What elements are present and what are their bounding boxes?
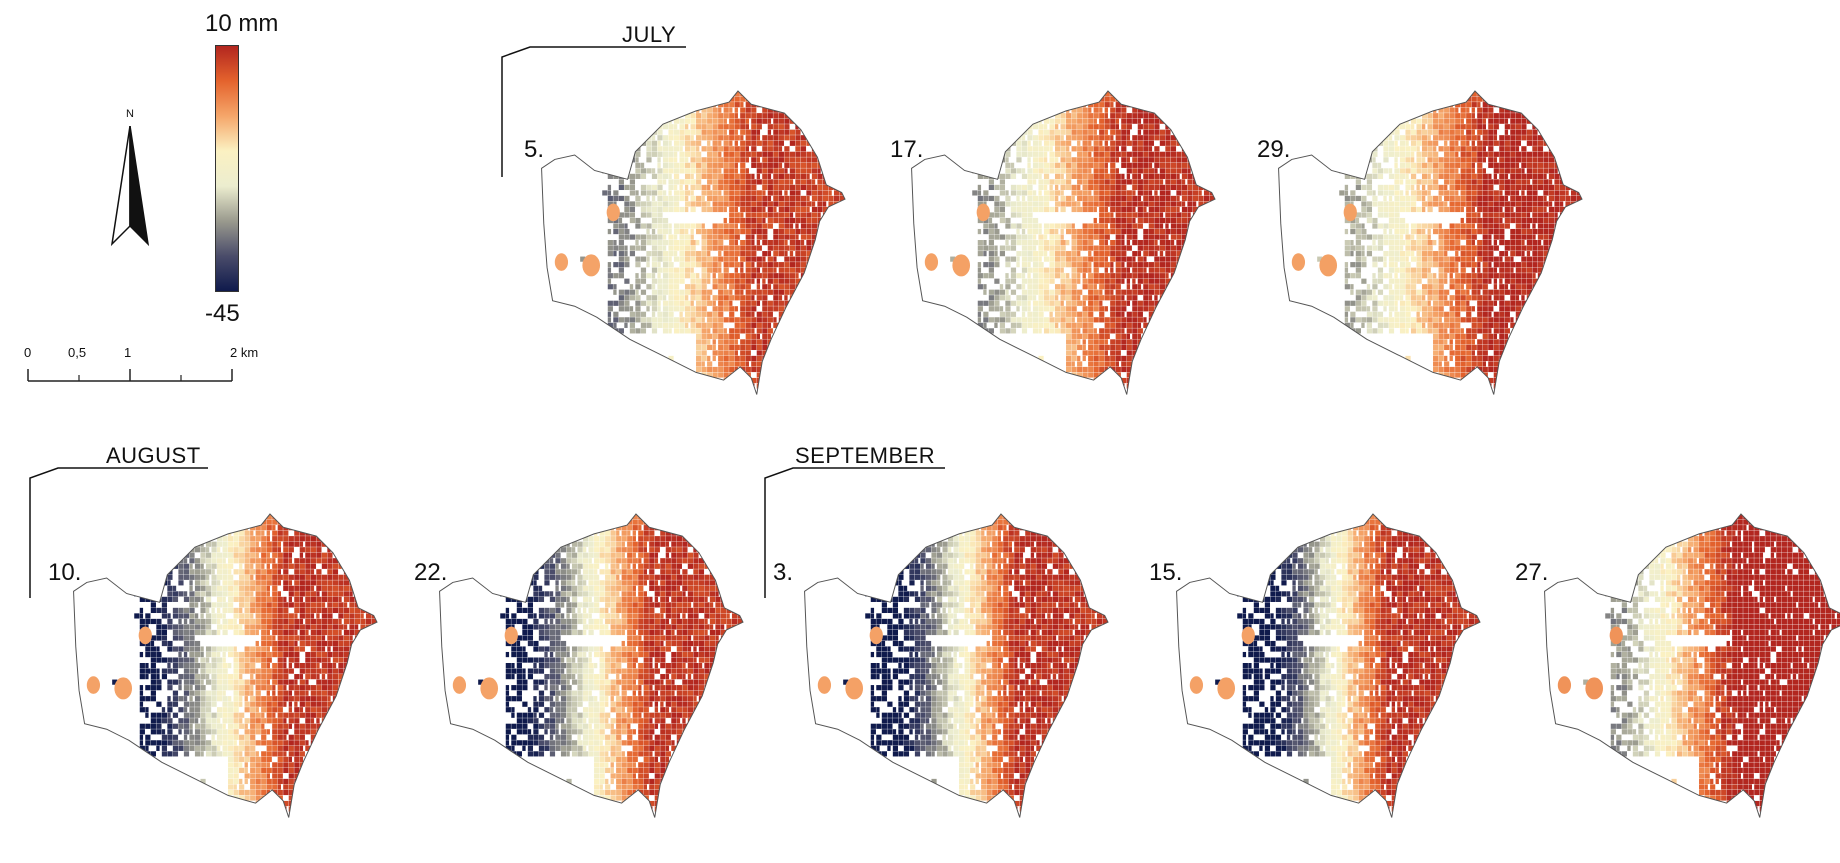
scale-label-1: 1: [124, 345, 132, 360]
scale-label-0: 0: [24, 345, 32, 360]
month-label-september: SEPTEMBER: [795, 443, 936, 468]
deformation-map: [1176, 513, 1481, 818]
day-label: 27.: [1515, 559, 1549, 586]
day-label: 29.: [1257, 136, 1291, 163]
legend-color-bar: [215, 45, 239, 292]
map-panel: 22.: [398, 503, 768, 823]
north-arrow-icon: [110, 126, 150, 247]
day-label: 10.: [48, 559, 82, 586]
deformation-map: [1278, 90, 1583, 395]
map-panel: 5.: [500, 80, 870, 400]
scale-bar: 0 0,5 1 2 km: [20, 345, 280, 395]
legend: 10 mm -45: [205, 0, 325, 330]
north-label: N: [126, 108, 134, 120]
day-label: 3.: [773, 559, 794, 586]
month-bracket-july: JULY: [500, 22, 690, 182]
day-label: 15.: [1149, 559, 1183, 586]
month-bracket-september: SEPTEMBER: [763, 443, 963, 603]
north-arrow: N: [105, 108, 155, 258]
deformation-map: [541, 90, 846, 395]
deformation-map: [804, 513, 1109, 818]
legend-min-label: -45: [205, 300, 240, 327]
month-label-august: AUGUST: [106, 443, 201, 468]
scale-label-05: 0,5: [68, 345, 87, 360]
map-panel: 10.: [32, 503, 402, 823]
day-label: 5.: [524, 136, 545, 163]
deformation-map: [911, 90, 1216, 395]
month-label-july: JULY: [622, 22, 677, 47]
study-area-outline: [541, 90, 846, 395]
map-panel: 3.: [763, 503, 1133, 823]
map-panel: 29.: [1237, 80, 1607, 400]
study-area-outline: [1176, 513, 1481, 818]
legend-max-label: 10 mm: [205, 10, 279, 37]
day-label: 22.: [414, 559, 448, 586]
map-panel: 27.: [1503, 503, 1840, 823]
scale-bar-line: [27, 369, 233, 382]
study-area-outline: [804, 513, 1109, 818]
deformation-map: [1544, 513, 1840, 818]
day-label: 17.: [890, 136, 924, 163]
study-area-outline: [1278, 90, 1583, 395]
map-panel: 17.: [870, 80, 1240, 400]
deformation-map: [439, 513, 744, 818]
month-bracket-august: AUGUST: [28, 443, 218, 603]
map-panel: 15.: [1135, 503, 1505, 823]
deformation-map: [73, 513, 378, 818]
study-area-outline: [911, 90, 1216, 395]
study-area-outline: [73, 513, 378, 818]
study-area-outline: [1544, 513, 1840, 818]
scale-label-2km: 2 km: [230, 345, 259, 360]
study-area-outline: [439, 513, 744, 818]
